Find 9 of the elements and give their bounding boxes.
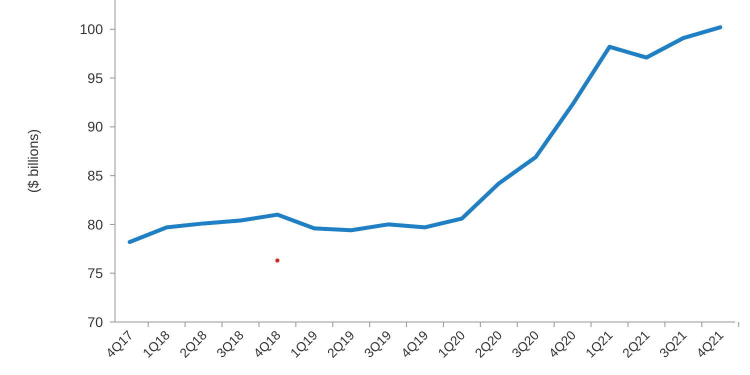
y-axis-title: ($ billions): [25, 129, 41, 193]
y-tick-label: 90: [87, 118, 104, 135]
y-tick-label: 95: [87, 70, 104, 86]
y-tick-label: 85: [87, 168, 104, 184]
y-tick-label: 100: [80, 21, 104, 38]
y-tick-label: 80: [87, 216, 104, 232]
y-tick-label: 70: [87, 314, 104, 330]
line-series: [128, 25, 722, 244]
y-tick-label: 75: [87, 265, 104, 282]
